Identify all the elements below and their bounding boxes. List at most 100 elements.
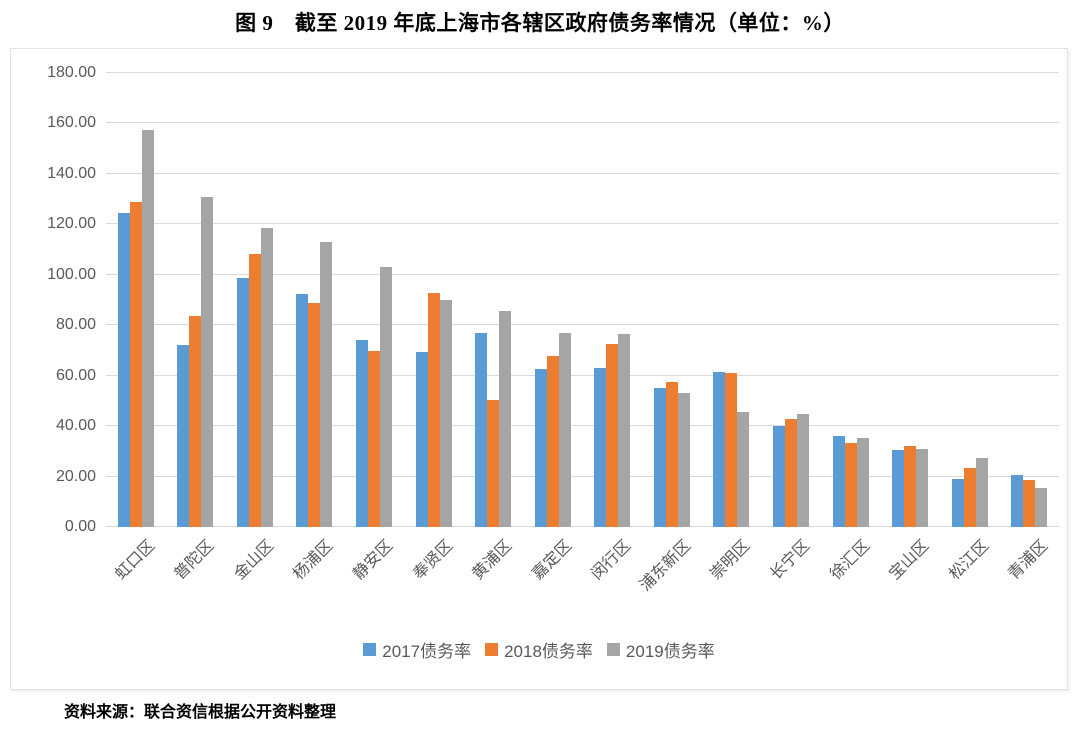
legend-label: 2019债务率 <box>625 642 715 661</box>
legend-item-2018债务率: 2018债务率 <box>485 637 593 662</box>
gridline <box>106 425 1059 427</box>
x-category-label: 普陀区 <box>171 537 218 584</box>
x-category-label: 浦东新区 <box>636 537 695 595</box>
bar-group-11 <box>702 73 762 527</box>
bar-2018债务率-普陀区 <box>189 315 202 527</box>
bar-2019债务率-宝山区 <box>916 449 929 527</box>
y-tick-label: 140.00 <box>47 164 96 182</box>
bar-2017债务率-虹口区 <box>117 213 130 527</box>
bar-2017债务率-黄浦区 <box>475 333 488 527</box>
y-tick-label: 100.00 <box>47 265 96 283</box>
y-tick-label: 160.00 <box>47 114 96 132</box>
y-tick-label: 80.00 <box>55 316 96 334</box>
bar-2017债务率-松江区 <box>951 478 964 527</box>
bar-2018债务率-黄浦区 <box>487 399 500 527</box>
x-category-label: 奉贤区 <box>409 537 456 584</box>
x-category-label: 嘉定区 <box>529 537 575 584</box>
gridline <box>106 324 1059 326</box>
x-category-label: 徐汇区 <box>826 537 873 584</box>
gridline <box>106 526 1059 527</box>
bar-group-10 <box>642 73 702 527</box>
bar-group-6 <box>404 73 464 527</box>
gridline <box>106 122 1059 124</box>
bar-2018债务率-金山区 <box>248 254 261 527</box>
bar-2018债务率-宝山区 <box>904 445 917 527</box>
chart-container: 0.00 20.00 40.00 60.00 80.00 100.00 120.00 140.… <box>10 48 1068 690</box>
bar-group-15 <box>940 73 1000 527</box>
gridline <box>106 223 1059 225</box>
x-category-label: 虹口区 <box>112 537 159 584</box>
x-axis-category-labels: 虹口区 普陀区 金山区 杨浦区 静安区 奉贤区 黄浦区 嘉定区 闵行区 浦东新区 崇明区 长宁区 徐汇区… <box>106 527 1059 637</box>
bar-group-14 <box>880 73 940 527</box>
bar-2019债务率-崇明区 <box>737 411 750 527</box>
bar-2017债务率-宝山区 <box>892 450 905 527</box>
bar-group-9 <box>583 73 643 527</box>
bar-group-1 <box>106 73 166 527</box>
bar-group-5 <box>344 73 404 527</box>
bar-group-2 <box>166 73 226 527</box>
bar-2018债务率-杨浦区 <box>308 302 321 527</box>
source-note: 资料来源：联合资信根据公开资料整理 <box>64 704 337 721</box>
x-category-label: 金山区 <box>231 537 278 584</box>
bar-group-4 <box>285 73 345 527</box>
figure-title: 图 9 截至 2019 年底上海市各辖区政府债务率情况（单位：%） <box>235 11 845 35</box>
bar-2019债务率-杨浦区 <box>320 242 333 527</box>
bar-2017债务率-长宁区 <box>772 426 785 527</box>
y-tick-label: 0.00 <box>64 518 96 535</box>
bar-2017债务率-普陀区 <box>177 345 190 527</box>
bar-2017债务率-闵行区 <box>594 367 607 527</box>
bar-2017债务率-静安区 <box>356 340 369 527</box>
bar-2019债务率-金山区 <box>260 227 273 527</box>
bar-group-16 <box>999 73 1059 527</box>
gridline <box>106 475 1059 477</box>
bar-2018债务率-浦东新区 <box>665 381 678 527</box>
bar-groups <box>106 73 1059 527</box>
x-category-label: 青浦区 <box>1005 537 1052 584</box>
bar-group-13 <box>821 73 881 527</box>
bar-2019债务率-普陀区 <box>201 197 214 527</box>
bar-2017债务率-嘉定区 <box>534 368 547 527</box>
bar-2019债务率-长宁区 <box>796 413 809 527</box>
bar-2017债务率-浦东新区 <box>653 387 666 527</box>
x-category-label: 崇明区 <box>707 537 754 584</box>
bar-2018债务率-崇明区 <box>725 372 738 527</box>
bar-2019债务率-静安区 <box>380 266 393 527</box>
bar-2019债务率-浦东新区 <box>677 393 690 527</box>
bar-group-3 <box>225 73 285 527</box>
bar-group-8 <box>523 73 583 527</box>
x-category-label: 闵行区 <box>588 537 635 584</box>
legend-swatch-icon <box>363 643 377 656</box>
x-category-label: 静安区 <box>350 537 397 584</box>
legend-swatch-icon <box>485 643 499 656</box>
bar-2018债务率-虹口区 <box>129 202 142 527</box>
bar-2019债务率-虹口区 <box>141 130 154 527</box>
x-category-label: 黄浦区 <box>469 537 516 584</box>
gridline <box>106 72 1059 73</box>
x-category-label: 宝山区 <box>886 537 933 584</box>
bar-2019债务率-黄浦区 <box>499 311 512 527</box>
bar-2018债务率-徐汇区 <box>844 443 857 527</box>
gridline <box>106 374 1059 376</box>
bar-2017债务率-徐汇区 <box>832 436 845 527</box>
y-tick-label: 120.00 <box>47 215 96 233</box>
gridline <box>106 172 1059 174</box>
bar-2019债务率-嘉定区 <box>558 332 571 527</box>
bar-2018债务率-奉贤区 <box>427 292 440 527</box>
x-category-label: 松江区 <box>945 537 992 584</box>
bar-2017债务率-崇明区 <box>713 371 726 527</box>
bar-2018债务率-青浦区 <box>1023 480 1036 527</box>
legend-item-2019债务率: 2019债务率 <box>606 637 715 662</box>
bar-2017债务率-金山区 <box>236 278 249 527</box>
bar-2017债务率-杨浦区 <box>296 293 309 527</box>
bar-2019债务率-青浦区 <box>1035 488 1048 527</box>
y-tick-label: 180.00 <box>47 64 96 81</box>
x-category-label: 长宁区 <box>767 537 814 584</box>
legend-label: 2018债务率 <box>504 642 593 661</box>
bar-2018债务率-松江区 <box>963 467 976 527</box>
y-tick-label: 40.00 <box>55 417 96 435</box>
legend-item-2017债务率: 2017债务率 <box>363 637 471 662</box>
y-axis-tick-labels: 0.00 20.00 40.00 60.00 80.00 100.00 120.00 140.… <box>11 64 96 535</box>
x-category-label: 杨浦区 <box>290 537 337 584</box>
legend-label: 2017债务率 <box>382 642 472 661</box>
bar-2019债务率-松江区 <box>975 458 988 527</box>
